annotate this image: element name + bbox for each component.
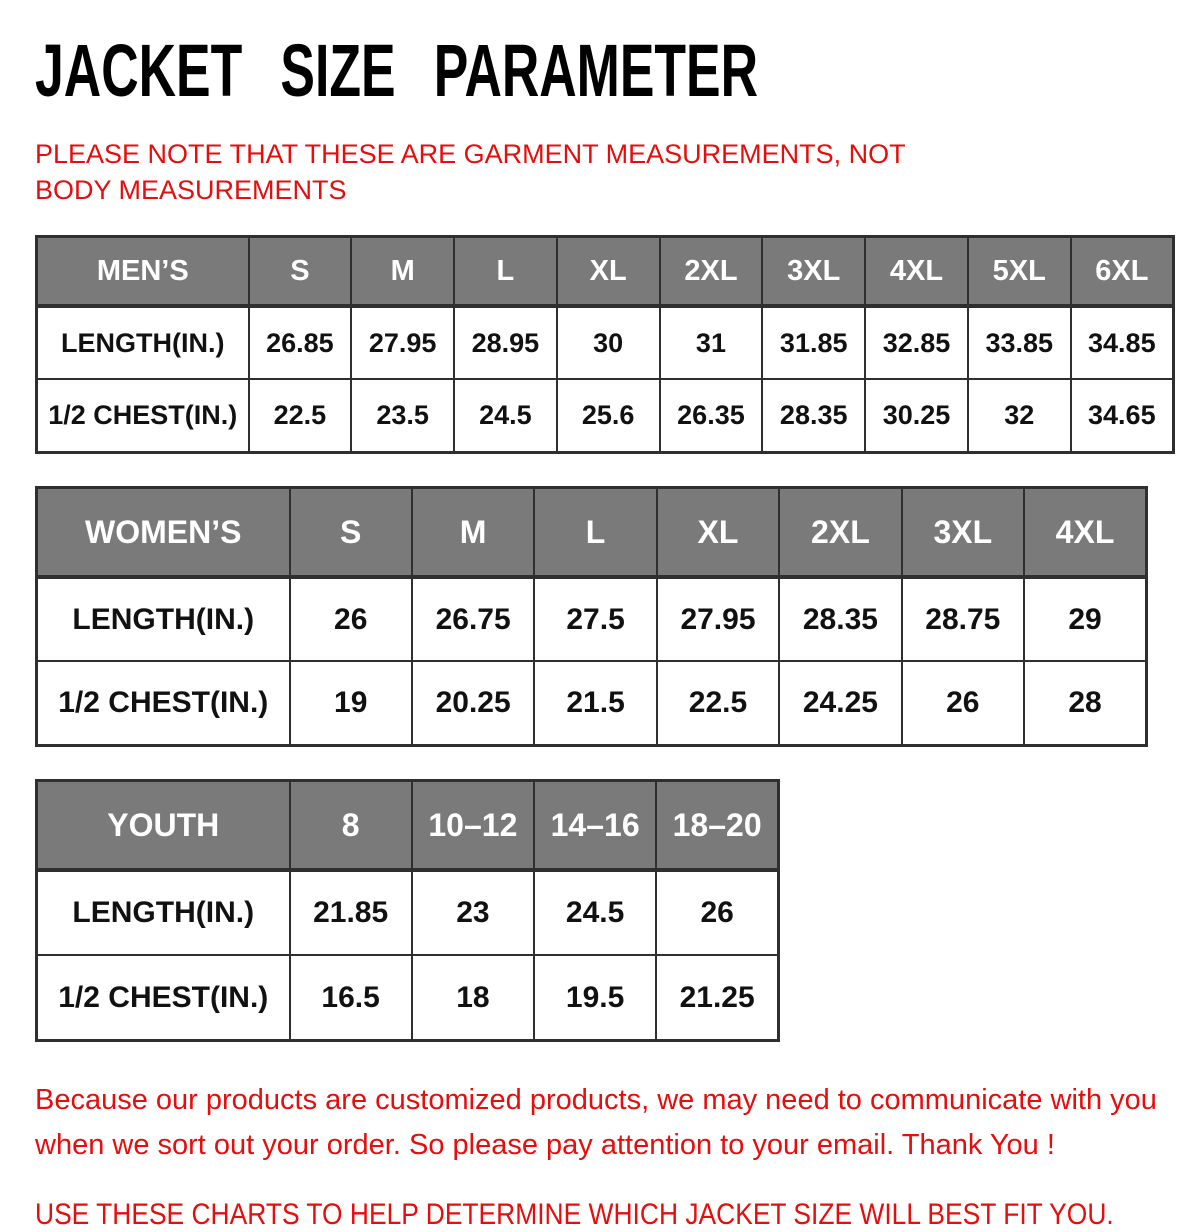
chart-usage-advice: USE THESE CHARTS TO HELP DETERMINE WHICH… (35, 1197, 1114, 1231)
youth-value-cell: 21.85 (288, 869, 413, 957)
youth-size-header-cell: 18–20 (655, 779, 780, 873)
men-value-cell: 31.85 (761, 305, 867, 381)
youth-value-cell: 19.5 (532, 954, 658, 1042)
men-value-cell: 27.95 (350, 305, 456, 381)
men-size-header-cell: M (350, 235, 456, 309)
men-header-row: MEN’S S M L XL 2XL 3XL 4XL 5XL 6XL (35, 235, 1175, 309)
men-table-title-cell: MEN’S (35, 235, 250, 309)
women-size-header-cell: 4XL (1023, 486, 1148, 580)
women-size-header-cell: S (288, 486, 413, 580)
women-value-cell: 26.75 (410, 576, 536, 663)
footer-notes: Because our products are customized prod… (35, 1078, 1175, 1232)
women-size-header-cell: 2XL (778, 486, 903, 580)
men-data-row: LENGTH(IN.) 26.85 27.95 28.95 30 31 31.85 32.85… (35, 305, 1175, 381)
men-size-header-cell: XL (555, 235, 661, 309)
youth-value-cell: 24.5 (532, 869, 658, 957)
youth-value-cell: 18 (410, 954, 536, 1042)
women-value-cell: 20.25 (410, 660, 536, 747)
size-table-youth: YOUTH 8 10–12 14–16 18–20 LENGTH(IN.) 21.85 23 2… (35, 778, 780, 1042)
men-value-cell: 25.6 (555, 378, 661, 454)
men-data-row: 1/2 CHEST(IN.) 22.5 23.5 24.5 25.6 26.35 28.35… (35, 378, 1175, 454)
women-size-header-cell: M (410, 486, 536, 580)
men-size-header-cell: 3XL (761, 235, 867, 309)
women-data-row: LENGTH(IN.) 26 26.75 27.5 27.95 28.35 28.75 29 (35, 576, 1148, 663)
men-value-cell: 22.5 (247, 378, 353, 454)
women-value-cell: 27.5 (533, 576, 658, 663)
men-size-header-cell: L (453, 235, 558, 309)
women-size-header-cell: XL (655, 486, 781, 580)
men-size-header-cell: 2XL (658, 235, 764, 309)
women-value-cell: 26 (288, 576, 413, 663)
men-value-cell: 30.25 (864, 378, 969, 454)
men-value-cell: 28.35 (761, 378, 867, 454)
youth-size-header-cell: 14–16 (532, 779, 658, 873)
men-value-cell: 26.85 (247, 305, 353, 381)
youth-value-cell: 23 (410, 869, 536, 957)
youth-row-label-cell: 1/2 CHEST(IN.) (35, 954, 291, 1042)
men-value-cell: 32.85 (864, 305, 969, 381)
youth-value-cell: 21.25 (655, 954, 780, 1042)
women-size-header-cell: 3XL (900, 486, 1026, 580)
women-value-cell: 29 (1023, 576, 1148, 663)
size-table-women: WOMEN’S S M L XL 2XL 3XL 4XL LENGTH(IN.) 26 26.75 2… (35, 485, 1148, 747)
men-row-label-cell: 1/2 CHEST(IN.) (35, 378, 250, 454)
women-value-cell: 24.25 (778, 660, 903, 747)
youth-value-cell: 26 (655, 869, 780, 957)
youth-value-cell: 16.5 (288, 954, 413, 1042)
women-row-label-cell: LENGTH(IN.) (35, 576, 291, 663)
men-value-cell: 23.5 (350, 378, 456, 454)
men-value-cell: 34.65 (1069, 378, 1175, 454)
garment-measurement-note: PLEASE NOTE THAT THESE ARE GARMENT MEASU… (35, 139, 906, 206)
women-row-label-cell: 1/2 CHEST(IN.) (35, 660, 291, 747)
men-value-cell: 30 (555, 305, 661, 381)
youth-header-row: YOUTH 8 10–12 14–16 18–20 (35, 779, 780, 873)
size-table-men: MEN’S S M L XL 2XL 3XL 4XL 5XL 6XL LENGTH(IN.) 26.8… (35, 234, 1175, 454)
women-value-cell: 21.5 (533, 660, 658, 747)
men-value-cell: 31 (658, 305, 764, 381)
men-size-header-cell: 4XL (864, 235, 969, 309)
men-value-cell: 24.5 (453, 378, 558, 454)
men-size-header-cell: 5XL (966, 235, 1072, 309)
tables-region: MEN’S S M L XL 2XL 3XL 4XL 5XL 6XL LENGTH(IN.) 26.8… (35, 234, 1175, 1042)
women-data-row: 1/2 CHEST(IN.) 19 20.25 21.5 22.5 24.25 26 28 (35, 660, 1148, 747)
women-value-cell: 22.5 (655, 660, 781, 747)
youth-table-title-cell: YOUTH (35, 779, 291, 873)
women-value-cell: 28.75 (900, 576, 1026, 663)
men-value-cell: 28.95 (453, 305, 558, 381)
women-value-cell: 26 (900, 660, 1026, 747)
women-value-cell: 28 (1023, 660, 1148, 747)
youth-row-label-cell: LENGTH(IN.) (35, 869, 291, 957)
women-table-title-cell: WOMEN’S (35, 486, 291, 580)
customization-notice: Because our products are customized prod… (35, 1083, 1157, 1161)
men-value-cell: 34.85 (1069, 305, 1175, 381)
men-value-cell: 32 (966, 378, 1072, 454)
women-value-cell: 28.35 (778, 576, 903, 663)
women-value-cell: 27.95 (655, 576, 781, 663)
men-value-cell: 26.35 (658, 378, 764, 454)
page-title: JACKET SIZE PARAMETER (35, 29, 758, 112)
men-row-label-cell: LENGTH(IN.) (35, 305, 250, 381)
men-size-header-cell: 6XL (1069, 235, 1175, 309)
men-value-cell: 33.85 (966, 305, 1072, 381)
youth-data-row: 1/2 CHEST(IN.) 16.5 18 19.5 21.25 (35, 954, 780, 1042)
men-size-header-cell: S (247, 235, 353, 309)
women-header-row: WOMEN’S S M L XL 2XL 3XL 4XL (35, 486, 1148, 580)
youth-size-header-cell: 8 (288, 779, 413, 873)
women-size-header-cell: L (533, 486, 658, 580)
women-value-cell: 19 (288, 660, 413, 747)
youth-data-row: LENGTH(IN.) 21.85 23 24.5 26 (35, 869, 780, 957)
youth-size-header-cell: 10–12 (410, 779, 536, 873)
